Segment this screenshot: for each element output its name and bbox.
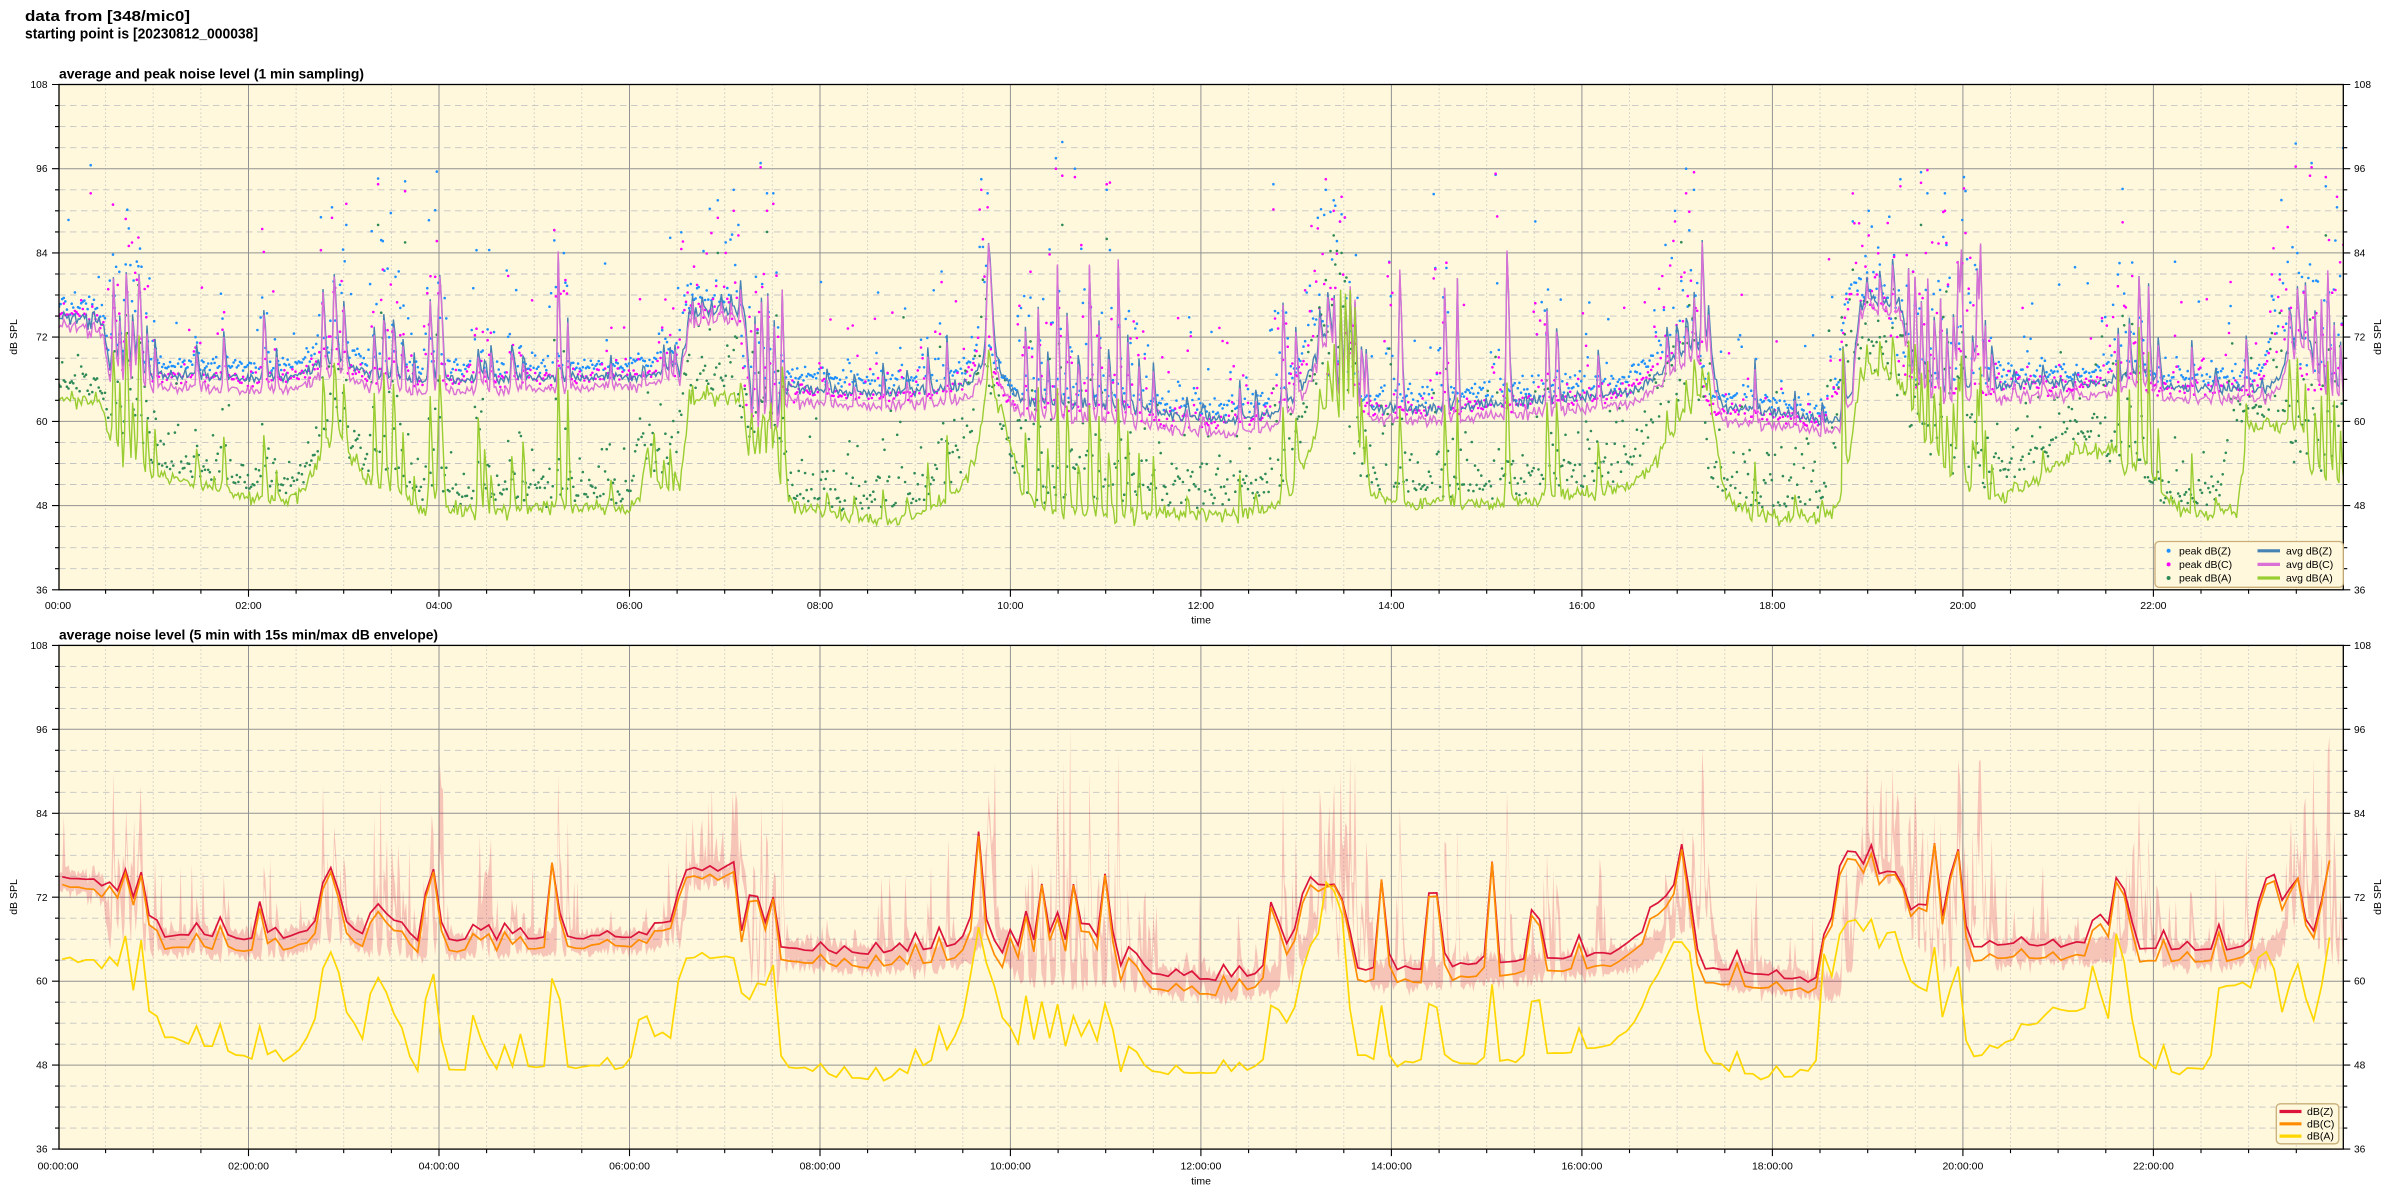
svg-text:48: 48: [36, 1061, 48, 1072]
svg-text:10:00:00: 10:00:00: [990, 1161, 1031, 1173]
svg-text:avg dB(Z): avg dB(Z): [2286, 545, 2332, 557]
svg-text:60: 60: [2354, 977, 2366, 988]
svg-text:00:00:00: 00:00:00: [38, 1161, 79, 1173]
svg-text:dB(C): dB(C): [2307, 1118, 2334, 1130]
svg-text:dB(A): dB(A): [2307, 1131, 2334, 1143]
svg-text:time: time: [1191, 615, 1211, 627]
svg-text:02:00:00: 02:00:00: [228, 1161, 269, 1173]
svg-text:48: 48: [2354, 1061, 2366, 1072]
svg-text:60: 60: [36, 417, 48, 428]
svg-text:22:00: 22:00: [2140, 600, 2166, 612]
svg-text:72: 72: [2354, 893, 2366, 904]
svg-text:peak dB(Z): peak dB(Z): [2179, 545, 2231, 557]
svg-text:06:00:00: 06:00:00: [609, 1161, 650, 1173]
svg-text:dB SPL: dB SPL: [2372, 879, 2384, 915]
svg-text:14:00: 14:00: [1378, 600, 1404, 612]
svg-text:08:00:00: 08:00:00: [800, 1161, 841, 1173]
svg-text:04:00: 04:00: [426, 600, 452, 612]
svg-text:36: 36: [2354, 585, 2366, 596]
svg-text:04:00:00: 04:00:00: [419, 1161, 460, 1173]
svg-text:peak dB(A): peak dB(A): [2179, 573, 2232, 585]
svg-text:18:00:00: 18:00:00: [1752, 1161, 1793, 1173]
svg-text:84: 84: [36, 248, 48, 259]
svg-text:avg dB(C): avg dB(C): [2286, 559, 2333, 571]
svg-text:peak dB(C): peak dB(C): [2179, 559, 2232, 571]
svg-text:time: time: [1191, 1176, 1211, 1188]
svg-text:48: 48: [36, 501, 48, 512]
svg-text:108: 108: [2354, 641, 2371, 652]
svg-text:average noise level (5 min wit: average noise level (5 min with 15s min/…: [59, 626, 438, 642]
svg-text:60: 60: [36, 977, 48, 988]
svg-text:20:00: 20:00: [1950, 600, 1976, 612]
svg-text:18:00: 18:00: [1759, 600, 1785, 612]
svg-text:60: 60: [2354, 417, 2366, 428]
svg-text:08:00: 08:00: [807, 600, 833, 612]
svg-text:96: 96: [36, 164, 48, 175]
svg-text:avg dB(A): avg dB(A): [2286, 573, 2333, 585]
svg-text:14:00:00: 14:00:00: [1371, 1161, 1412, 1173]
svg-text:dB(Z): dB(Z): [2307, 1106, 2333, 1118]
svg-text:36: 36: [36, 585, 48, 596]
svg-text:12:00:00: 12:00:00: [1180, 1161, 1221, 1173]
svg-text:84: 84: [36, 809, 48, 820]
svg-text:20:00:00: 20:00:00: [1942, 1161, 1983, 1173]
svg-text:06:00: 06:00: [616, 600, 642, 612]
svg-text:108: 108: [31, 641, 48, 652]
svg-text:16:00:00: 16:00:00: [1561, 1161, 1602, 1173]
svg-text:average and peak noise level (: average and peak noise level (1 min samp…: [59, 66, 364, 82]
svg-text:data from [348/mic0]: data from [348/mic0]: [25, 9, 190, 25]
svg-text:dB SPL: dB SPL: [8, 319, 20, 355]
svg-text:10:00: 10:00: [997, 600, 1023, 612]
svg-text:96: 96: [2354, 164, 2366, 175]
svg-text:96: 96: [2354, 725, 2366, 736]
svg-text:84: 84: [2354, 809, 2366, 820]
svg-text:96: 96: [36, 725, 48, 736]
svg-text:108: 108: [2354, 80, 2371, 91]
svg-text:12:00: 12:00: [1188, 600, 1214, 612]
svg-text:02:00: 02:00: [235, 600, 261, 612]
svg-text:00:00: 00:00: [45, 600, 71, 612]
svg-text:16:00: 16:00: [1569, 600, 1595, 612]
svg-text:36: 36: [36, 1145, 48, 1156]
svg-text:84: 84: [2354, 248, 2366, 259]
svg-text:starting point is [20230812_00: starting point is [20230812_000038]: [25, 27, 258, 43]
svg-text:48: 48: [2354, 501, 2366, 512]
svg-text:22:00:00: 22:00:00: [2133, 1161, 2174, 1173]
svg-text:dB SPL: dB SPL: [8, 879, 20, 915]
svg-text:36: 36: [2354, 1145, 2366, 1156]
svg-text:72: 72: [36, 893, 48, 904]
svg-text:72: 72: [36, 333, 48, 344]
svg-text:72: 72: [2354, 333, 2366, 344]
svg-text:108: 108: [31, 80, 48, 91]
svg-text:dB SPL: dB SPL: [2372, 319, 2384, 355]
